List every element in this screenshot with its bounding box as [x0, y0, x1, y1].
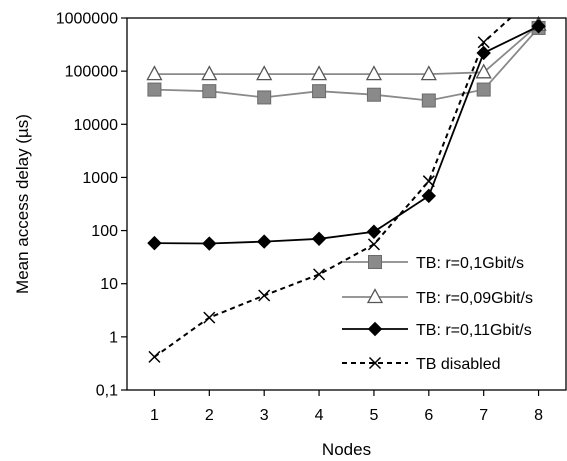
x-tick-label: 6 [424, 407, 433, 424]
plot-area-frame [126, 17, 567, 391]
data-point [257, 90, 272, 105]
x-tick-label: 3 [260, 407, 269, 424]
data-point [421, 188, 437, 204]
data-point [256, 65, 273, 81]
data-point [201, 65, 218, 81]
y-tick-label: 10000 [74, 117, 119, 134]
y-tick-label: 100 [91, 223, 118, 240]
legend-item: TB: r=0,1Gbit/s [342, 255, 524, 272]
data-point [310, 65, 328, 81]
x-tick-label: 2 [205, 407, 214, 424]
legend-item: TB: r=0,09Gbit/s [342, 288, 533, 307]
y-tick-label: 1000 [82, 170, 118, 187]
x-tick-label: 4 [315, 407, 324, 424]
y-axis-title: Mean access delay (µs) [13, 114, 32, 294]
y-tick-label: 100000 [65, 64, 118, 81]
data-point [366, 87, 381, 102]
data-point [313, 268, 326, 281]
data-point [367, 238, 380, 251]
data-point [475, 63, 492, 79]
series-line [154, 23, 540, 75]
x-tick-label: 8 [534, 407, 543, 424]
x-tick-label: 1 [150, 407, 159, 424]
x-tick-label: 7 [479, 407, 488, 424]
legend-marker [368, 255, 382, 269]
data-point [202, 236, 217, 251]
y-tick-label: 1000000 [56, 11, 118, 28]
data-point [147, 235, 162, 251]
legend-item: TB: r=0,11Gbit/s [342, 321, 532, 339]
x-axis-title: Nodes [322, 440, 371, 459]
data-point [312, 84, 327, 99]
y-tick-label: 1 [109, 329, 118, 346]
series-layer [146, 15, 547, 363]
data-point [256, 234, 272, 249]
data-point [147, 82, 162, 97]
data-point [421, 93, 436, 108]
series-tb-disabled [148, 18, 512, 363]
data-point [476, 82, 491, 97]
legend-marker [367, 321, 383, 337]
data-point [422, 175, 435, 188]
legend-marker [368, 356, 382, 370]
legend: TB: r=0,1Gbit/s TB: r=0,09Gbit/s TB: r=0,1… [342, 255, 533, 373]
series-tb-r-0-1 [147, 20, 546, 108]
data-point [146, 65, 163, 81]
data-point [258, 289, 271, 302]
data-point [203, 311, 216, 324]
legend-label: TB: r=0,1Gbit/s [416, 255, 524, 272]
series-tb-r-0-11 [147, 19, 546, 251]
x-tick-label: 5 [369, 407, 378, 424]
legend-marker [366, 288, 384, 304]
legend-label: TB disabled [416, 356, 501, 373]
data-point [531, 19, 546, 34]
legend-label: TB: r=0,11Gbit/s [416, 322, 532, 339]
series-line [153, 18, 512, 358]
axes-ticks: 0,1 1 10 100 1000 10000 100000 1000000 1 2 3 4 5 6 7 8 [56, 11, 543, 425]
legend-item: TB disabled [342, 356, 501, 373]
data-point [148, 350, 161, 363]
data-point [365, 65, 383, 81]
y-tick-label: 0,1 [96, 383, 118, 400]
data-point [202, 84, 217, 99]
data-point [420, 65, 437, 81]
series-line [154, 25, 539, 245]
data-point [477, 36, 490, 49]
data-point [366, 224, 382, 239]
y-tick-label: 10 [100, 276, 118, 293]
legend-label: TB: r=0,09Gbit/s [416, 290, 533, 307]
series-line [154, 27, 540, 102]
data-point [311, 231, 327, 247]
